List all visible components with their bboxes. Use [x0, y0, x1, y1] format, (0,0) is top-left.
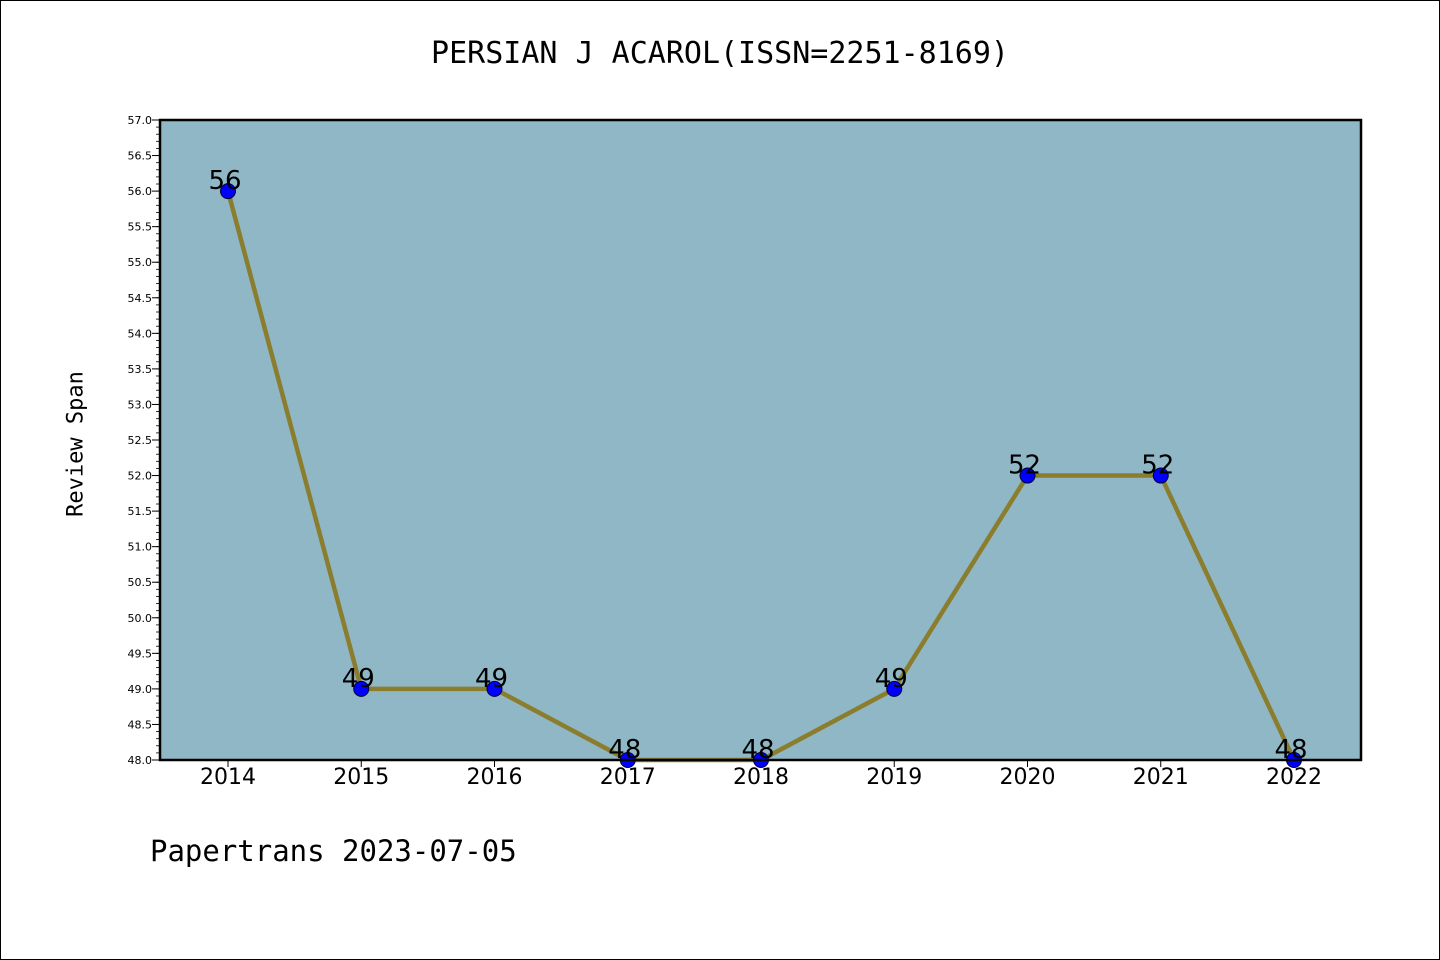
x-tick-label: 2022: [1266, 765, 1322, 790]
x-tick-label: 2018: [733, 765, 789, 790]
data-point: [486, 680, 503, 697]
x-axis: 2014 2015 2016 2017 2018 2019 2020 2021 2022: [200, 760, 1322, 790]
chart-title: PERSIAN J ACAROL(ISSN=2251-8169): [431, 36, 1009, 71]
y-tick-label: 52.0: [128, 470, 153, 483]
footer-note: Papertrans 2023-07-05: [150, 834, 517, 868]
data-label: 49: [475, 664, 508, 694]
y-tick-label: 53.0: [128, 398, 153, 411]
data-point: [1152, 467, 1169, 484]
y-tick-label: 51.0: [128, 541, 153, 554]
data-point: [1019, 467, 1036, 484]
y-tick-label: 50.5: [128, 576, 153, 589]
y-tick-label: 56.5: [128, 150, 153, 163]
x-tick-label: 2015: [333, 765, 389, 790]
y-tick-label: 50.0: [128, 612, 153, 625]
data-label: 56: [208, 166, 241, 196]
y-tick-label: 52.5: [128, 434, 153, 447]
x-tick-label: 2020: [1000, 765, 1056, 790]
y-tick-label: 54.0: [128, 327, 153, 340]
plot-border: [158, 118, 1363, 762]
y-tick-label: 49.0: [128, 683, 153, 696]
y-tick-label: 56.0: [128, 185, 153, 198]
data-label: 49: [342, 664, 375, 694]
y-tick-label: 53.5: [128, 363, 153, 376]
y-tick-label: 55.5: [128, 221, 153, 234]
data-label: 49: [875, 664, 908, 694]
data-label: 52: [1141, 451, 1174, 481]
y-tick-label: 57.0: [128, 114, 153, 127]
y-tick-label: 54.5: [128, 292, 153, 305]
x-tick-label: 2014: [200, 765, 256, 790]
data-point: [353, 680, 370, 697]
data-point: [220, 183, 236, 200]
y-tick-label: 48.0: [128, 754, 153, 767]
y-tick-label: 51.5: [128, 505, 153, 518]
plot-area: [160, 120, 1361, 760]
x-tick-label: 2019: [866, 765, 922, 790]
y-tick-label: 48.5: [128, 718, 153, 731]
x-tick-label: 2016: [467, 765, 523, 790]
y-axis: 48.0 48.5 49.0 49.5 50.0 50.5 51.0 51.5 52.0 52.5…: [128, 114, 160, 767]
x-tick-label: 2021: [1133, 765, 1189, 790]
x-tick-label: 2017: [600, 765, 656, 790]
y-tick-label: 49.5: [128, 647, 153, 660]
data-point: [886, 680, 903, 697]
data-label: 52: [1008, 451, 1041, 481]
y-tick-label: 55.0: [128, 256, 153, 269]
